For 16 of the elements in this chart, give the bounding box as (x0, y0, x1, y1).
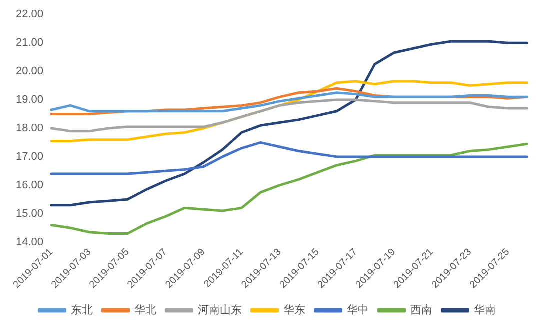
legend-label: 华中 (346, 303, 369, 316)
y-tick-label: 16.00 (16, 179, 44, 192)
legend-label: 河南山东 (198, 303, 242, 316)
legend-label: 华南 (474, 303, 496, 316)
y-tick-label: 20.00 (16, 66, 44, 78)
y-tick-label: 18.00 (16, 122, 44, 135)
y-tick-label: 21.00 (16, 37, 44, 50)
y-tick-label: 15.00 (16, 208, 44, 220)
legend-label: 华东 (283, 303, 306, 316)
y-tick-label: 17.00 (16, 150, 44, 163)
legend-label: 西南 (410, 303, 432, 316)
legend-label: 华北 (134, 303, 156, 316)
y-tick-label: 14.00 (16, 236, 44, 248)
legend-label: 东北 (70, 303, 93, 316)
y-tick-label: 19.00 (16, 94, 44, 106)
y-tick-label: 22.00 (16, 8, 44, 21)
